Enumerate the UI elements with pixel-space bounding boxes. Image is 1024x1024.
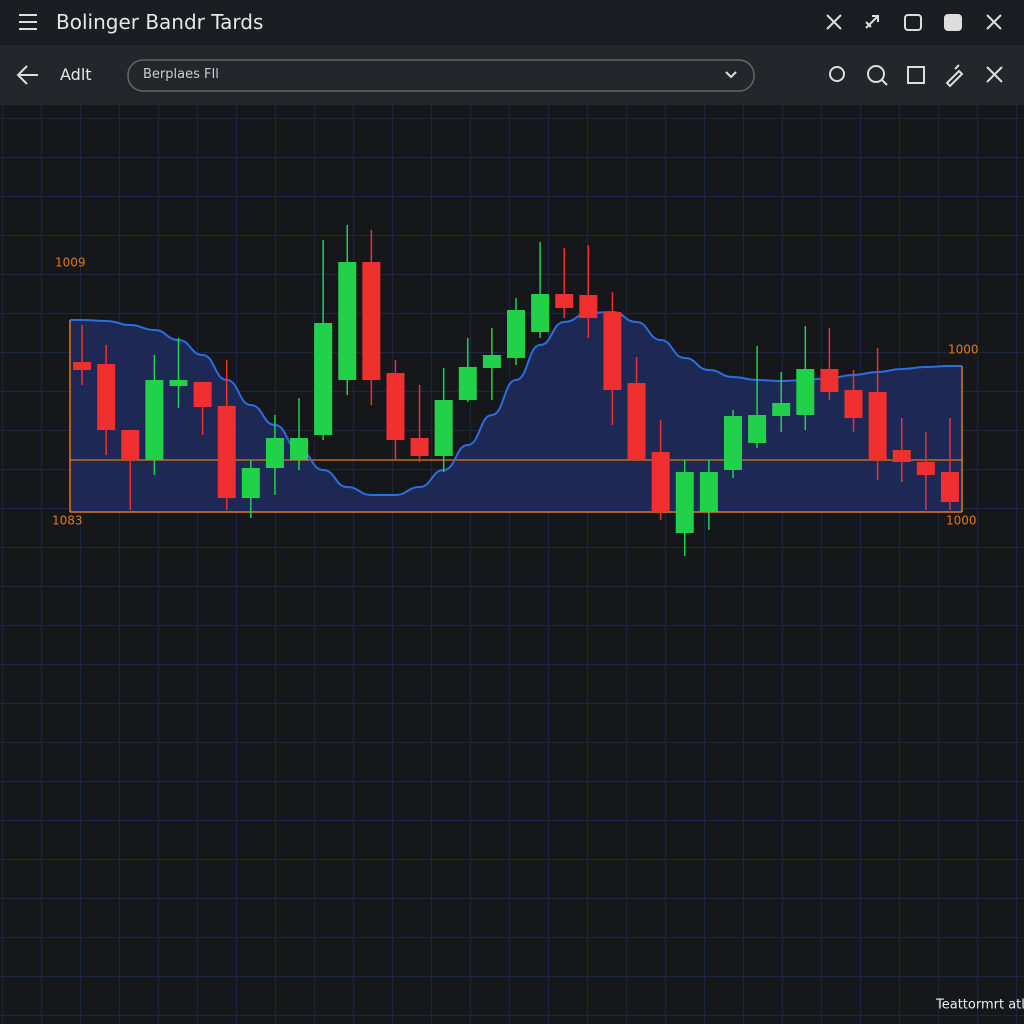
menu-icon[interactable] bbox=[19, 14, 37, 30]
back-label[interactable]: Adlt bbox=[60, 65, 92, 84]
band-label: 1000 bbox=[946, 514, 977, 528]
candle-body bbox=[73, 362, 92, 370]
candle-body bbox=[531, 294, 550, 332]
candle-body bbox=[121, 430, 140, 460]
candle-body bbox=[410, 438, 429, 456]
save-icon[interactable] bbox=[944, 14, 962, 31]
candle-body bbox=[193, 382, 212, 407]
candle-body bbox=[675, 472, 694, 533]
candle-body bbox=[796, 369, 815, 415]
candle-body bbox=[290, 438, 309, 460]
chart-area bbox=[0, 105, 1024, 1024]
candle-body bbox=[651, 452, 670, 512]
toolbar-icons bbox=[16, 59, 1003, 92]
candle-body bbox=[97, 364, 116, 430]
candle-body bbox=[603, 312, 622, 390]
candle-body bbox=[458, 367, 477, 400]
candle-body bbox=[265, 438, 284, 468]
exit-icon[interactable] bbox=[986, 14, 1002, 30]
back-icon[interactable] bbox=[16, 65, 38, 85]
candle-body bbox=[844, 390, 863, 418]
band-label: 1083 bbox=[52, 514, 83, 528]
candle-body bbox=[145, 380, 164, 460]
candle-body bbox=[940, 472, 959, 502]
candle-body bbox=[820, 369, 839, 392]
chevron bbox=[725, 71, 737, 79]
candle-body bbox=[362, 262, 381, 380]
candle-body bbox=[338, 262, 357, 380]
candle-body bbox=[217, 406, 236, 498]
pin-icon[interactable] bbox=[865, 15, 879, 29]
title-bar: Bolinger Bandr Tards bbox=[0, 0, 1024, 45]
candle-body bbox=[699, 472, 718, 512]
candle-body bbox=[314, 323, 333, 435]
window-icon[interactable] bbox=[904, 14, 922, 31]
candle-body bbox=[892, 450, 911, 462]
close-panel-icon[interactable] bbox=[986, 66, 1003, 83]
candle-body bbox=[723, 416, 742, 470]
band-label: 1009 bbox=[55, 256, 86, 270]
close-icon[interactable] bbox=[826, 14, 842, 30]
dropdown-text[interactable]: Berplaes FIl bbox=[143, 67, 219, 82]
candle-body bbox=[916, 462, 935, 475]
candle-body bbox=[434, 400, 453, 456]
dropdown[interactable] bbox=[127, 59, 755, 92]
candle-body bbox=[507, 310, 525, 358]
window-title: Bolinger Bandr Tards bbox=[56, 10, 264, 34]
candle-body bbox=[169, 380, 188, 386]
candle-body bbox=[579, 295, 598, 318]
footer-text: Teattormrt atl bbox=[935, 998, 1024, 1013]
candle-body bbox=[555, 294, 574, 308]
candle-body bbox=[627, 383, 646, 460]
draw-icon[interactable] bbox=[945, 64, 964, 88]
toolbar: Adlt Berplaes FIl bbox=[0, 45, 1024, 105]
band-label: 1000 bbox=[948, 343, 979, 357]
box-icon[interactable] bbox=[907, 66, 925, 84]
candle-body bbox=[241, 468, 260, 498]
candle-body bbox=[386, 373, 405, 440]
candle-body bbox=[868, 392, 887, 460]
candle-body bbox=[748, 415, 767, 443]
search-icon[interactable] bbox=[867, 65, 885, 83]
candle-body bbox=[772, 403, 791, 416]
zoom-icon[interactable] bbox=[829, 66, 845, 82]
title-icons bbox=[19, 14, 1002, 31]
candle-body bbox=[482, 355, 501, 368]
